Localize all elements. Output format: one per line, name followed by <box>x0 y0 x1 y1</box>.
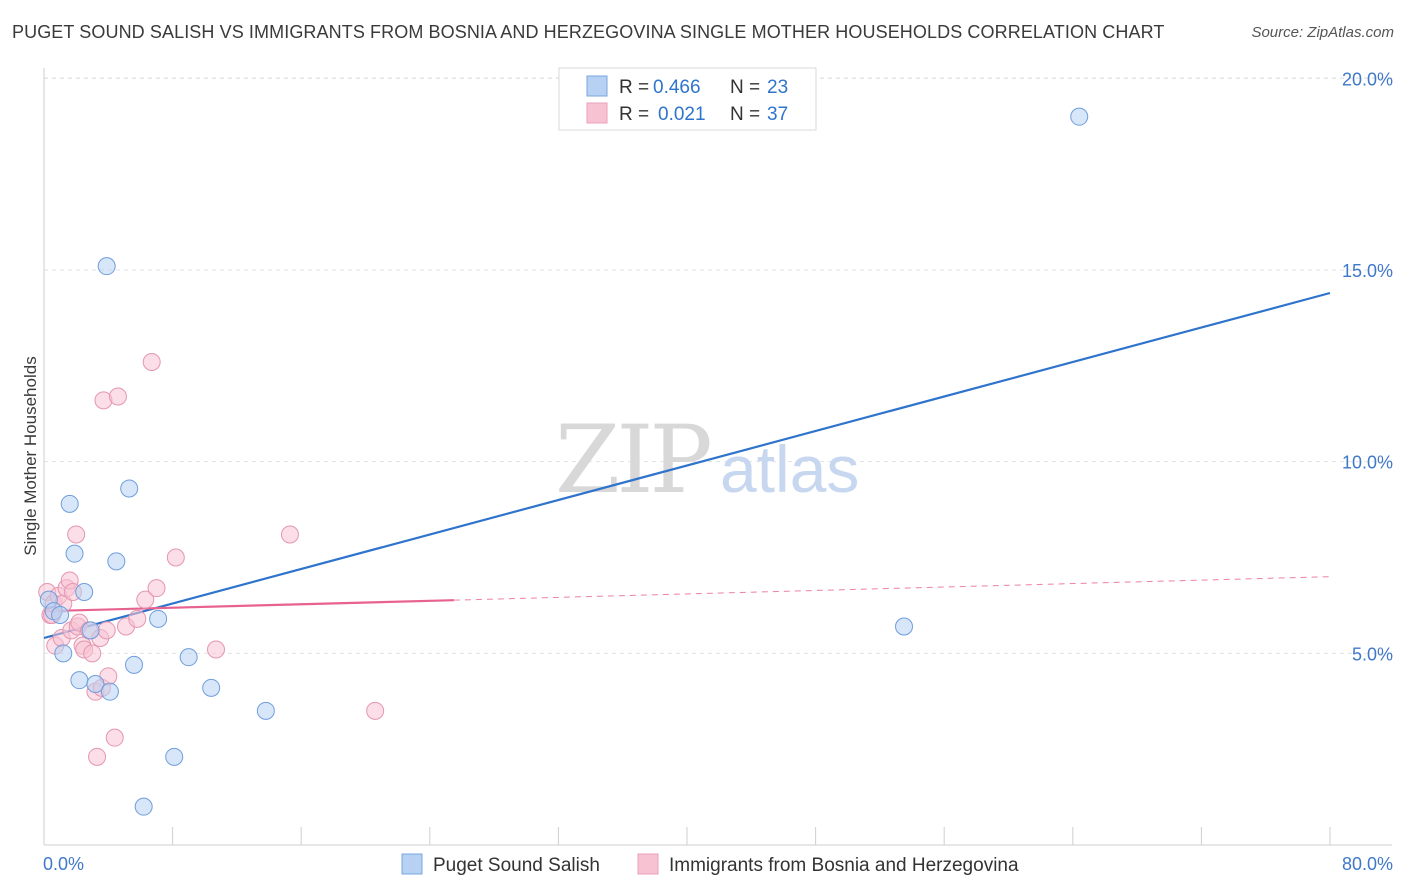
data-point-pink <box>142 353 161 371</box>
data-point-pink <box>136 590 155 609</box>
data-point-pink <box>67 525 86 544</box>
data-point-pink <box>88 747 107 766</box>
data-point-blue <box>125 655 144 674</box>
series-legend: Puget Sound Salish Immigrants from Bosni… <box>401 853 1019 876</box>
data-point-pink <box>108 387 127 406</box>
legend-r-value: 0.466 <box>653 77 701 98</box>
data-point-pink <box>128 609 147 628</box>
legend-n-label: N = <box>730 77 760 98</box>
svg-text:R = 0.466 N =: R = 0.466 N = 23 <box>619 77 788 98</box>
data-point-blue <box>100 682 119 701</box>
trend-line-blue <box>43 291 1331 640</box>
data-point-blue <box>75 583 94 601</box>
axis-layer: 5.0% 10.0% 15.0% 20.0% 0.0% 80.0% <box>43 68 1393 874</box>
data-point-pink <box>97 621 116 640</box>
legend-swatch-puget <box>401 853 423 875</box>
legend-r-value: 0.021 <box>658 104 706 125</box>
legend-r-label: R = <box>619 104 649 125</box>
stats-legend: R = 0.466 N = 23 R = 0.021 N = 37 <box>558 67 817 131</box>
legend-n-value: 37 <box>767 104 788 125</box>
trend-layer <box>43 291 1331 640</box>
watermark: ZIP atlas <box>555 406 859 515</box>
svg-text:R = 0.021 N =: R = 0.021 N = 37 <box>619 104 788 125</box>
data-point-blue <box>107 552 126 571</box>
trend-line-dashed-pink <box>453 576 1331 601</box>
legend-label-puget: Puget Sound Salish <box>433 855 600 876</box>
data-point-pink <box>147 579 166 598</box>
data-point-blue <box>134 797 153 816</box>
data-point-blue <box>81 621 100 640</box>
y-tick-label: 20.0% <box>1342 69 1393 89</box>
y-tick-label: 10.0% <box>1342 453 1393 473</box>
x-tick-label: 0.0% <box>43 854 84 874</box>
data-point-blue <box>65 544 84 563</box>
watermark-zip: ZIP <box>555 406 709 515</box>
data-point-blue <box>895 617 914 636</box>
data-point-blue <box>86 675 105 693</box>
trend-line-pink <box>43 599 454 613</box>
data-point-pink <box>105 728 124 747</box>
data-point-pink <box>166 548 185 567</box>
data-point-pink <box>207 640 226 659</box>
data-point-blue <box>60 494 79 513</box>
data-point-blue <box>179 648 198 667</box>
x-tick-label: 80.0% <box>1342 854 1393 874</box>
legend-label-bosnia: Immigrants from Bosnia and Herzegovina <box>669 855 1019 876</box>
data-point-blue <box>149 609 168 628</box>
legend-n-value: 23 <box>767 77 788 98</box>
data-point-blue <box>51 606 70 624</box>
data-point-blue <box>165 747 184 766</box>
data-point-blue <box>97 257 116 276</box>
legend-swatch-pink <box>586 102 608 124</box>
source-label: Source: ZipAtlas.com <box>1251 24 1394 41</box>
data-point-pink <box>280 525 299 544</box>
data-point-blue <box>120 479 139 498</box>
legend-swatch-blue <box>586 75 608 97</box>
y-tick-label: 15.0% <box>1342 261 1393 281</box>
y-axis-label: Single Mother Households <box>21 356 40 555</box>
points-layer <box>38 107 1089 816</box>
y-tick-label: 5.0% <box>1352 644 1393 664</box>
legend-swatch-bosnia <box>637 853 659 875</box>
data-point-blue <box>54 644 73 663</box>
chart-title: PUGET SOUND SALISH VS IMMIGRANTS FROM BO… <box>12 22 1165 42</box>
data-point-blue <box>256 701 275 720</box>
data-point-blue <box>202 678 221 697</box>
data-point-pink <box>366 701 385 720</box>
watermark-atlas: atlas <box>720 432 859 506</box>
data-point-pink <box>83 644 102 663</box>
data-point-blue <box>70 671 89 690</box>
legend-n-label: N = <box>730 104 760 125</box>
data-point-blue <box>1070 107 1089 126</box>
grid-layer <box>44 77 1392 654</box>
legend-r-label: R = <box>619 77 649 98</box>
